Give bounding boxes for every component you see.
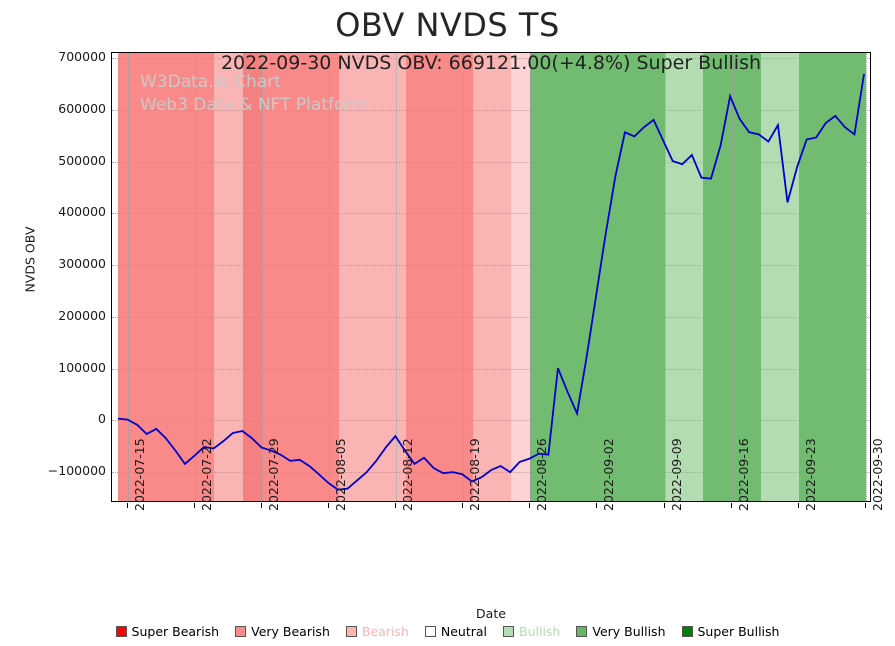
x-axis: 2022-07-15 2022-07-22 2022-07-29 2022-08-05… [111,438,885,603]
x-tick-label: 2022-08-19 [467,438,483,511]
legend-swatch-icon [503,625,514,637]
legend-swatch-icon [424,625,436,637]
sentiment-band [242,53,262,501]
x-tick-label: 2022-07-22 [198,438,214,511]
sentiment-band [405,53,473,501]
legend-swatch-icon [235,625,247,637]
annotation-label: 2022-09-30 NVDS OBV: 669121.00(+4.8%) Su… [220,52,762,74]
x-tick-label: 2022-08-12 [400,438,416,511]
x-tick-label: 2022-08-26 [534,438,550,511]
grid-line-vertical [194,53,196,501]
grid-line-vertical [463,53,465,501]
x-tick-mark [260,503,262,508]
sentiment-band [760,53,799,501]
legend-label: Super Bullish [697,623,780,639]
legend-label: Very Bullish [592,623,666,639]
x-tick-label: 2022-07-15 [131,438,147,511]
obv-line-series [112,53,870,501]
x-axis-label: Date [476,606,506,621]
legend-item[interactable]: Bullish [503,624,560,639]
legend-swatch-icon [576,625,588,637]
legend-label: Bullish [519,623,561,639]
grid-line-horizontal [112,58,870,60]
chart-title: OBV NVDS TS [335,6,560,44]
grid-line-horizontal [112,420,870,422]
legend-item[interactable]: Bearish [345,623,409,639]
sentiment-band [472,53,512,501]
y-axis-label: NVDS OBV [22,226,38,293]
grid-line-horizontal [112,213,870,215]
legend-swatch-icon [681,625,693,637]
sentiment-band [213,53,243,501]
grid-line-vertical [597,53,599,501]
y-tick-label: 400000 [58,204,106,220]
x-tick-label: 2022-09-02 [601,438,617,511]
legend-item[interactable]: Super Bullish [681,623,780,639]
sentiment-band [664,53,703,501]
x-tick-label: 2022-09-16 [735,438,751,511]
y-tick-label: 700000 [58,49,106,65]
grid-line-horizontal [112,316,870,318]
grid-line-vertical [798,53,800,501]
x-tick-mark [193,503,195,508]
chart-legend: Super Bearish Very Bearish Bearish Neutral B… [0,620,895,642]
grid-line-vertical [731,53,733,501]
x-tick-mark [126,503,128,508]
x-tick-label: 2022-09-30 [870,438,885,511]
y-tick-label: 300000 [58,256,106,272]
x-tick-label: 2022-09-23 [802,438,818,511]
legend-label: Neutral [440,623,487,639]
y-tick-label: 600000 [58,100,106,116]
grid-line-vertical [664,53,666,501]
grid-line-vertical [866,53,867,501]
grid-line-horizontal [112,265,870,267]
y-tick-label: 500000 [58,152,106,168]
y-tick-label: 100000 [58,359,106,375]
x-tick-mark [797,503,799,508]
legend-label: Very Bearish [251,623,330,639]
grid-line-vertical [328,53,330,501]
grid-line-vertical [396,53,398,501]
legend-label: Bearish [361,623,409,639]
legend-item[interactable]: Very Bullish [576,623,666,639]
x-tick-mark [596,503,598,508]
x-tick-mark [395,503,397,508]
legend-swatch-icon [115,625,127,637]
legend-item[interactable]: Neutral [424,623,487,639]
y-axis: −100000 0 100000 200000 300000 400000 500000 60… [40,49,106,502]
y-tick-label: 0 [98,411,106,427]
grid-line-vertical [261,53,263,501]
watermark-line-1: W3Data.io Chart [140,72,281,92]
sentiment-band [261,53,339,501]
watermark-line-2: Web3 Data & NFT Platform [140,95,368,115]
x-tick-mark [462,503,464,508]
y-tick-label: −100000 [47,462,106,478]
x-tick-mark [730,503,732,508]
grid-line-vertical [127,53,129,501]
grid-line-horizontal [112,161,870,163]
x-tick-mark [327,503,329,508]
y-tick-label: 200000 [58,307,106,323]
grid-line-horizontal [112,471,870,473]
legend-swatch-icon [345,625,357,637]
x-tick-label: 2022-07-29 [265,438,281,511]
x-tick-mark [529,503,531,508]
x-tick-mark [663,503,665,508]
legend-label: Super Bearish [131,623,220,639]
x-tick-label: 2022-09-09 [668,438,684,511]
legend-item[interactable]: Very Bearish [235,624,330,639]
grid-line-horizontal [112,368,870,370]
sentiment-band [511,53,531,501]
sentiment-band [146,53,214,501]
x-tick-label: 2022-08-05 [332,438,348,511]
x-tick-mark [865,503,866,508]
plot-area [111,52,871,502]
grid-line-vertical [530,53,532,501]
legend-item[interactable]: Super Bearish [115,623,220,639]
sentiment-band [118,53,147,501]
sentiment-band [338,53,406,501]
grid-line-horizontal [112,109,870,111]
